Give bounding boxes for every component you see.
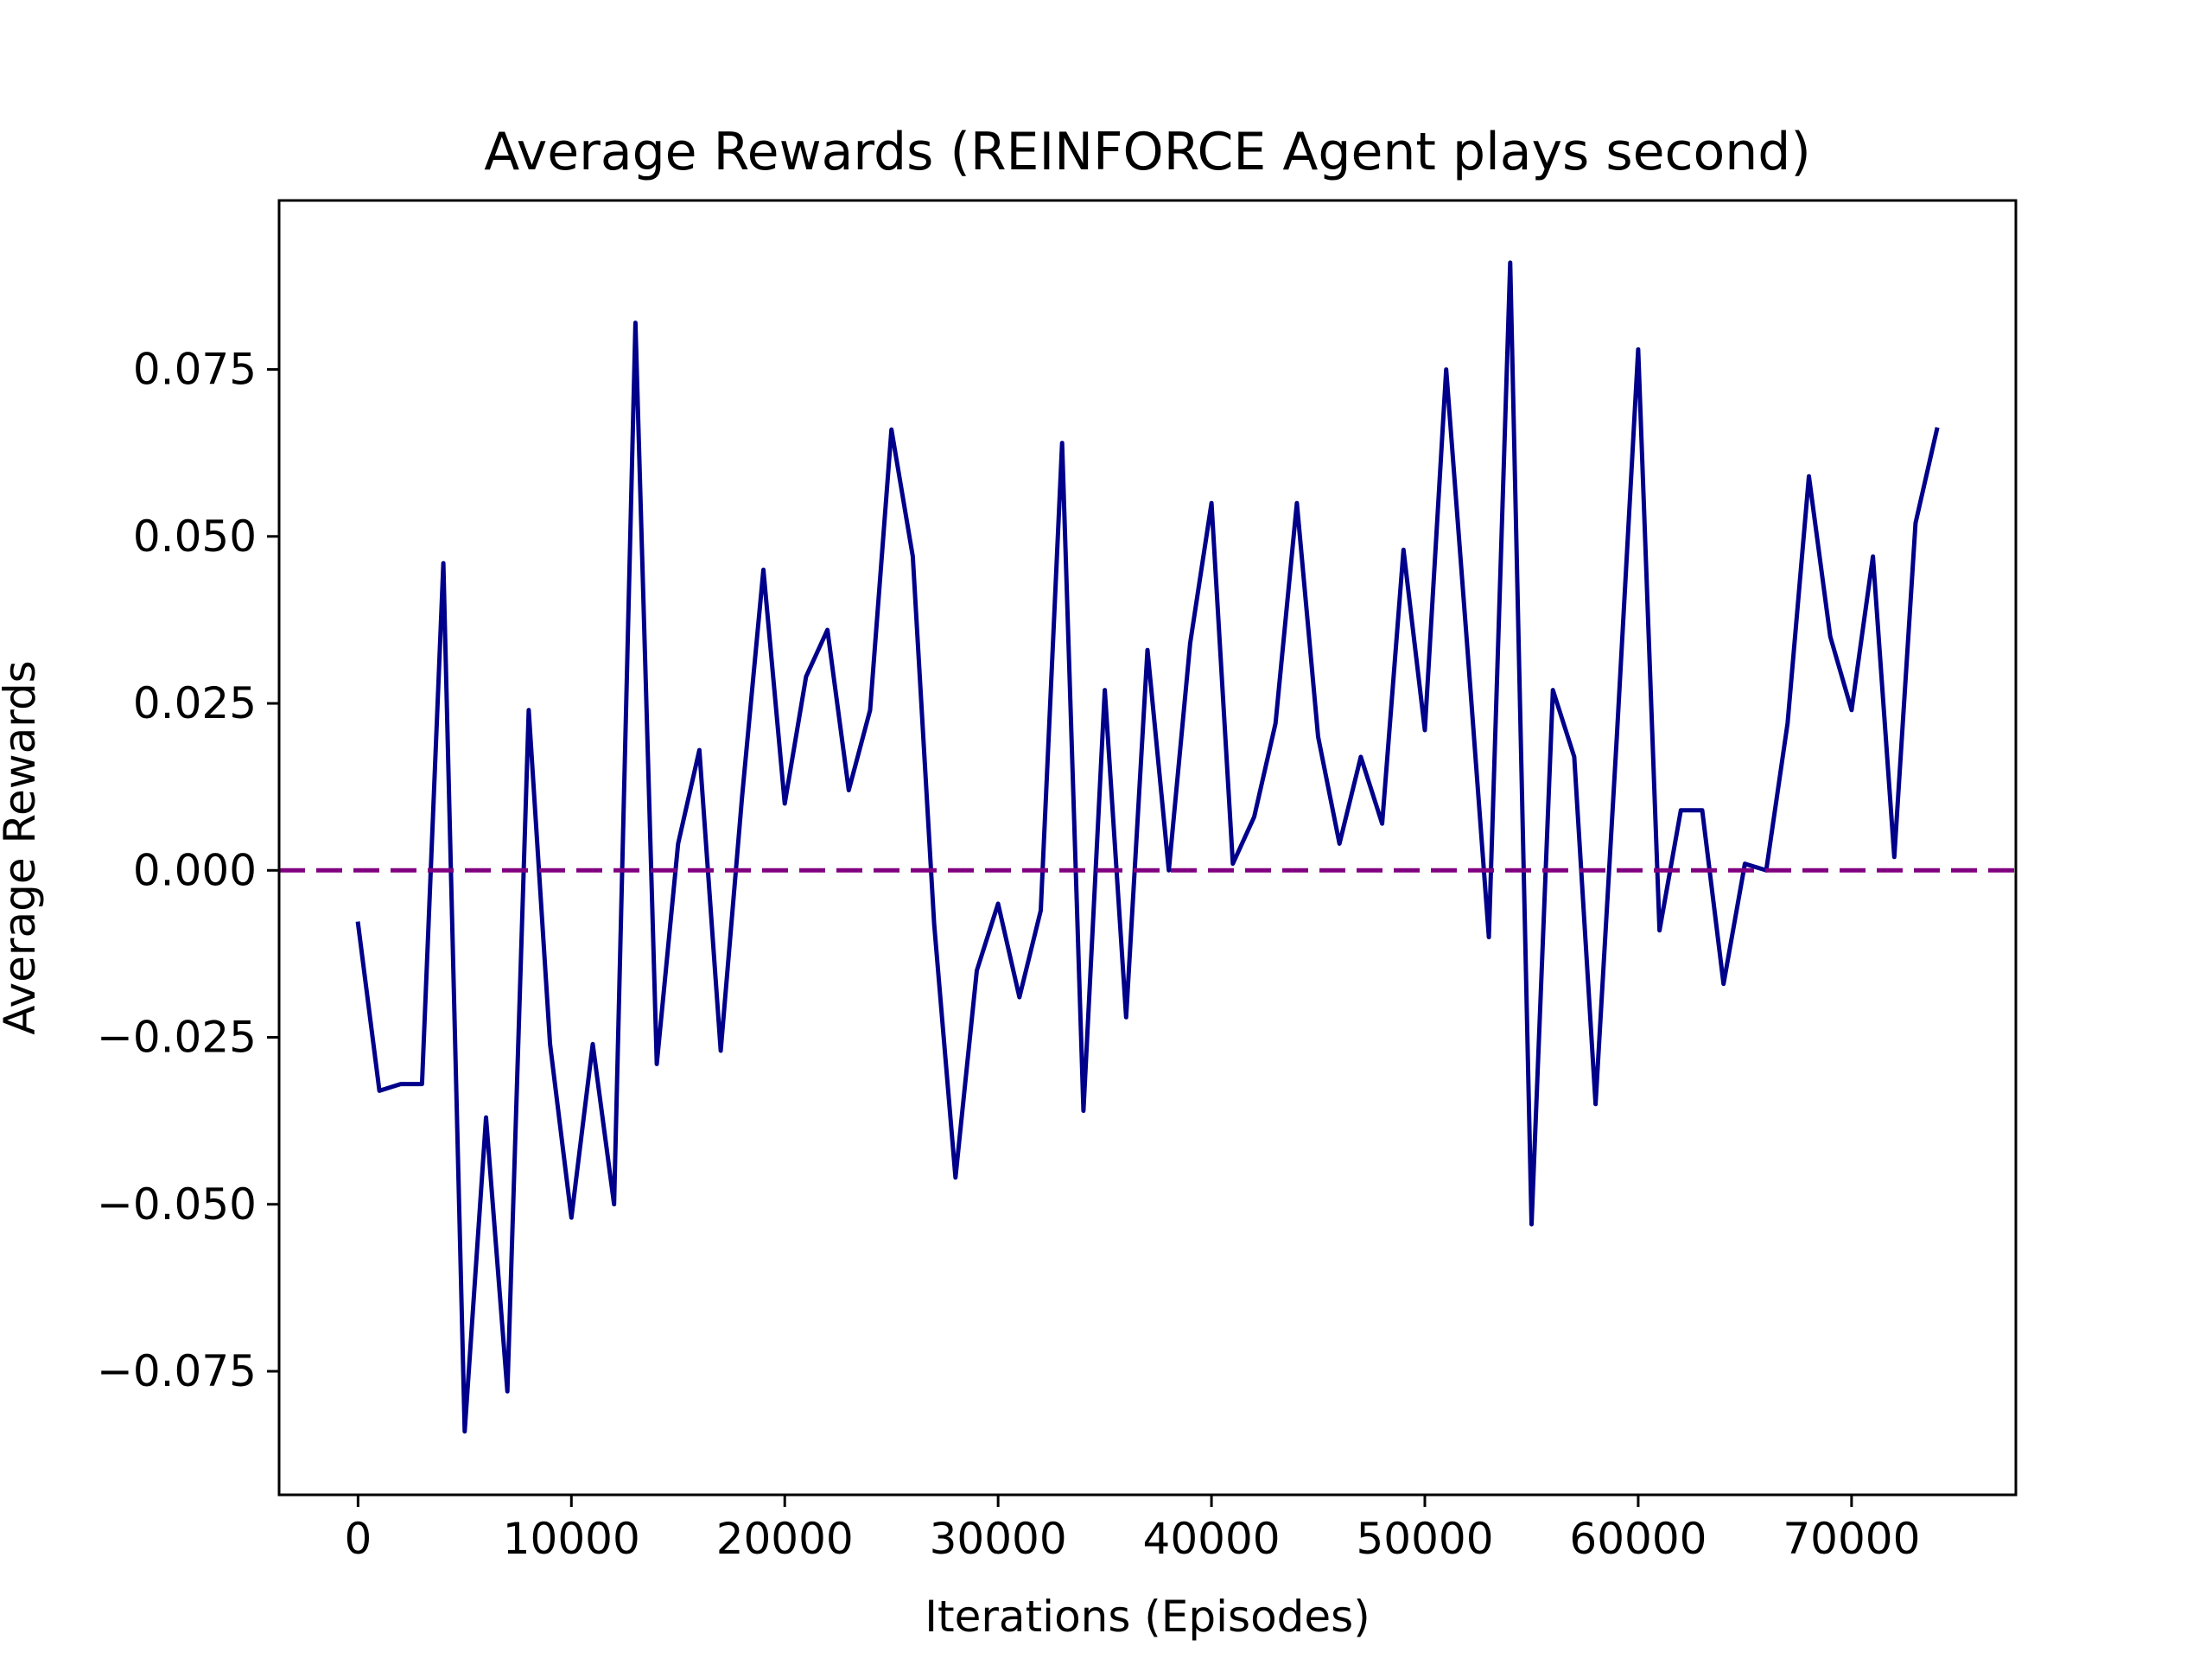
x-tick-label: 0 [344,1514,372,1564]
x-tick-label: 70000 [1783,1514,1920,1564]
x-tick-label: 60000 [1569,1514,1707,1564]
chart-title: Average Rewards (REINFORCE Agent plays s… [484,122,1811,182]
y-tick-label: 0.025 [133,678,257,728]
x-tick-label: 10000 [503,1514,640,1564]
y-tick-label: −0.075 [97,1346,257,1396]
x-tick-label: 20000 [716,1514,854,1564]
y-tick-label: 0.075 [133,345,257,395]
y-tick-label: −0.025 [97,1013,257,1063]
x-tick-label: 40000 [1143,1514,1281,1564]
y-axis: −0.075 −0.050 −0.025 0.000 0.025 0.050 0.075 [97,345,279,1396]
y-tick-label: −0.050 [97,1179,257,1230]
y-axis-label: Average Rewards [0,660,45,1034]
x-tick-label: 30000 [930,1514,1067,1564]
plot-area [279,260,2016,1434]
series-line-0 [355,260,1940,1434]
y-tick-label: 0.050 [133,512,257,562]
x-axis: 0 10000 20000 30000 40000 50000 60000 70000 [344,1495,1920,1564]
plot-frame [277,199,2018,1497]
x-axis-label: Iterations (Episodes) [925,1592,1370,1642]
x-tick-label: 50000 [1356,1514,1493,1564]
y-tick-label: 0.000 [133,845,257,895]
